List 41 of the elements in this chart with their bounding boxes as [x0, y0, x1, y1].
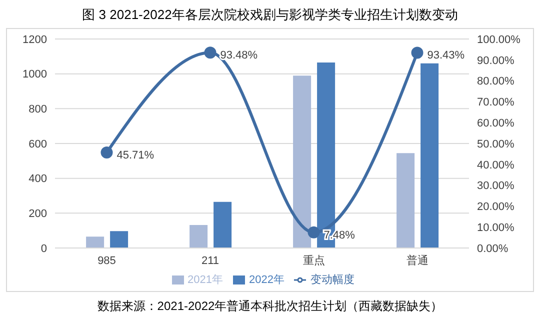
- y2-tick-label: 50.00%: [477, 138, 515, 150]
- y-tick-label: 200: [28, 208, 47, 220]
- y-tick-label: 600: [28, 138, 47, 150]
- y-tick-label: 400: [28, 173, 47, 186]
- y2-tick-label: 100.00%: [477, 34, 521, 46]
- y2-tick-label: 30.00%: [477, 180, 515, 192]
- legend-label: 变动幅度: [310, 274, 354, 286]
- x-tick-label: 普通: [406, 254, 428, 267]
- y2-tick-label: 20.00%: [477, 201, 515, 214]
- bar: [214, 202, 232, 248]
- legend-label: 2022年: [249, 274, 284, 286]
- y2-tick-label: 70.00%: [477, 96, 515, 109]
- y-tick-label: 0: [40, 242, 47, 255]
- data-label: 45.71%: [116, 149, 154, 162]
- x-tick-label: 211: [201, 254, 220, 267]
- point: [411, 46, 424, 59]
- data-label: 93.48%: [220, 50, 258, 62]
- bar: [110, 231, 128, 248]
- bar: [86, 236, 104, 248]
- x-tick-label: 985: [98, 254, 116, 267]
- y-tick-label: 800: [28, 104, 47, 116]
- point: [204, 46, 216, 59]
- legend-label: 2021年: [188, 274, 223, 286]
- y2-tick-label: 40.00%: [477, 159, 515, 172]
- x-tick-label: 重点: [302, 254, 325, 267]
- y2-tick-label: 80.00%: [477, 76, 515, 88]
- bar: [293, 76, 312, 248]
- point: [308, 226, 320, 238]
- y2-tick-label: 10.00%: [477, 222, 515, 234]
- y-tick-label: 1000: [22, 68, 47, 81]
- bar: [396, 153, 415, 248]
- y-tick-label: 1200: [22, 34, 47, 46]
- chart-title: 图 3 2021-2022年各层次院校戏剧与影视学类专业招生计划数变动: [81, 6, 459, 24]
- y2-tick-label: 0.00%: [477, 242, 508, 255]
- bar: [420, 63, 439, 248]
- point: [100, 146, 113, 158]
- bar: [190, 225, 208, 248]
- data-label: 93.43%: [427, 50, 465, 62]
- source-note: 数据来源：2021-2022年普通本科批次招生计划（西藏数据缺失）: [96, 298, 444, 315]
- y2-tick-label: 60.00%: [477, 118, 515, 130]
- y2-tick-label: 90.00%: [477, 54, 515, 67]
